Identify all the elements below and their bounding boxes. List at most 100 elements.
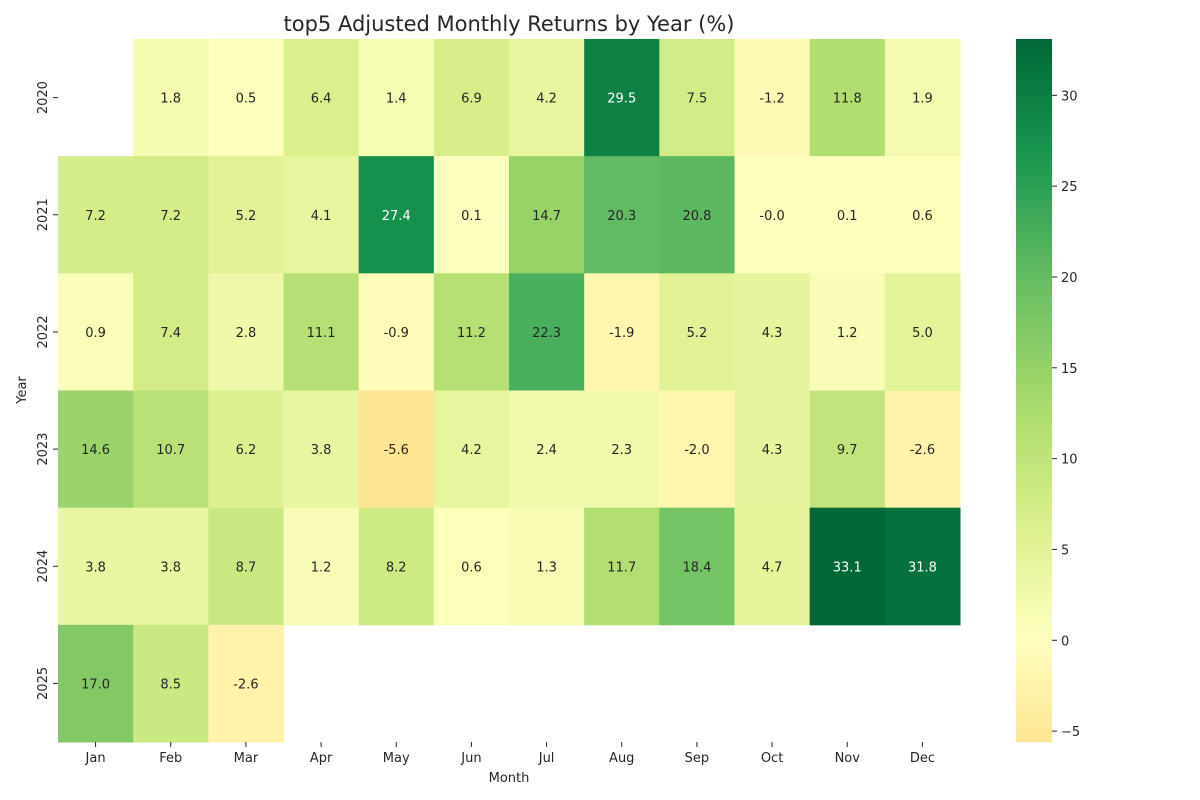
colorbar-tick-label: 10 — [1061, 453, 1078, 468]
heatmap-cell — [133, 507, 209, 626]
heatmap-cell — [659, 390, 735, 509]
cell-value-label: 0.5 — [236, 92, 257, 107]
cell-value-label: 0.9 — [85, 326, 106, 341]
heatmap-cell — [809, 39, 886, 157]
cell-value-label: 1.3 — [536, 560, 557, 575]
y-tick-label: 2025 — [36, 667, 51, 700]
heatmap-cell — [433, 507, 510, 626]
heatmap-cell — [809, 156, 886, 274]
heatmap-cell — [509, 507, 585, 626]
x-tick-label: Mar — [234, 751, 259, 766]
heatmap-cell — [208, 624, 284, 743]
cell-value-label: 8.7 — [236, 560, 257, 575]
heatmap-cell — [283, 39, 360, 157]
heatmap-cell — [133, 39, 209, 157]
heatmap-cell — [809, 507, 886, 626]
heatmap-cell — [659, 273, 735, 391]
heatmap-cell — [283, 273, 360, 391]
cell-value-label: -2.6 — [910, 443, 935, 458]
x-tick-label: Nov — [835, 751, 861, 766]
heatmap-cell — [584, 390, 660, 509]
x-tick-label: Feb — [159, 751, 182, 766]
colorbar: −5 0 5 10 15 20 25 30 — [1016, 39, 1080, 742]
cell-value-label: 22.3 — [532, 326, 561, 341]
heatmap-cell — [58, 507, 134, 626]
cell-value-label: 1.9 — [912, 92, 933, 107]
cell-value-label: 1.2 — [837, 326, 858, 341]
cell-value-label: 4.3 — [762, 326, 783, 341]
cell-value-label: 3.8 — [311, 443, 332, 458]
cell-value-label: 11.8 — [833, 92, 862, 107]
cell-value-label: 5.0 — [912, 326, 933, 341]
cell-value-label: 8.2 — [386, 560, 407, 575]
heatmap-cell — [659, 156, 735, 274]
heatmap-cell — [358, 507, 435, 626]
cell-value-label: 0.1 — [837, 209, 858, 224]
heatmap-cell — [584, 39, 660, 157]
x-tick-label: Apr — [310, 751, 333, 766]
heatmap-cell — [133, 156, 209, 274]
heatmap-cell — [584, 273, 660, 391]
cell-value-label: 3.8 — [85, 560, 106, 575]
cell-value-label: 14.6 — [81, 443, 110, 458]
cell-value-label: 11.2 — [457, 326, 486, 341]
x-axis: Jan Feb Mar Apr May Jun Jul Aug Sep Oct Nov Dec — [85, 742, 935, 766]
cell-value-label: 7.5 — [687, 92, 708, 107]
colorbar-tick-label: 25 — [1061, 180, 1078, 195]
cell-value-label: 6.9 — [461, 92, 482, 107]
heatmap-cell — [283, 390, 360, 509]
heatmap-cell — [734, 390, 811, 509]
colorbar-tick-label: 20 — [1061, 271, 1078, 286]
cell-value-label: 17.0 — [81, 677, 110, 692]
heatmap-cell — [133, 273, 209, 391]
heatmap-cell — [509, 273, 585, 391]
heatmap-cell — [433, 39, 510, 157]
y-tick-label: 2020 — [36, 81, 51, 114]
cell-value-label: 0.6 — [461, 560, 482, 575]
heatmap-cell — [358, 39, 435, 157]
x-tick-label: Jun — [460, 751, 481, 766]
colorbar-tick-label: 5 — [1061, 543, 1069, 558]
cell-value-label: 11.1 — [307, 326, 336, 341]
heatmap-cell — [133, 624, 209, 743]
heatmap-cell — [884, 390, 961, 509]
cell-value-label: 7.2 — [85, 209, 106, 224]
heatmap-cell — [584, 156, 660, 274]
cell-value-label: -2.0 — [684, 443, 709, 458]
cell-value-label: 1.2 — [311, 560, 332, 575]
cell-value-label: 10.7 — [156, 443, 185, 458]
heatmap-cell — [509, 156, 585, 274]
chart-title: top5 Adjusted Monthly Returns by Year (%… — [284, 12, 735, 36]
y-tick-label: 2021 — [36, 198, 51, 231]
heatmap-cell — [208, 507, 284, 626]
heatmap-cell — [884, 507, 961, 626]
y-axis: 2020 2021 2022 2023 2024 2025 — [36, 81, 58, 700]
x-tick-label: Jan — [85, 751, 106, 766]
x-tick-label: Dec — [910, 751, 935, 766]
heatmap-cell — [734, 273, 811, 391]
x-tick-label: Sep — [685, 751, 710, 766]
cell-value-label: 4.2 — [461, 443, 482, 458]
cell-value-label: -5.6 — [384, 443, 409, 458]
heatmap-cell — [884, 156, 961, 274]
cell-value-label: 5.2 — [236, 209, 257, 224]
x-tick-label: May — [383, 751, 410, 766]
heatmap-cell — [208, 390, 284, 509]
colorbar-tick-label: 15 — [1061, 362, 1078, 377]
cell-value-label: 2.3 — [611, 443, 632, 458]
heatmap-cell — [734, 39, 811, 157]
heatmap-cell — [58, 624, 134, 743]
cell-value-label: 0.6 — [912, 209, 933, 224]
cell-value-label: 31.8 — [908, 560, 937, 575]
heatmap-cell — [283, 507, 360, 626]
heatmap-cell — [884, 39, 961, 157]
heatmap-cell — [584, 507, 660, 626]
cell-value-label: 4.7 — [762, 560, 783, 575]
cell-value-label: -1.9 — [609, 326, 634, 341]
x-tick-label: Oct — [761, 751, 783, 766]
heatmap-cell — [358, 273, 435, 391]
heatmap-cells — [58, 39, 961, 743]
cell-value-label: 2.8 — [236, 326, 257, 341]
heatmap-cell — [509, 39, 585, 157]
